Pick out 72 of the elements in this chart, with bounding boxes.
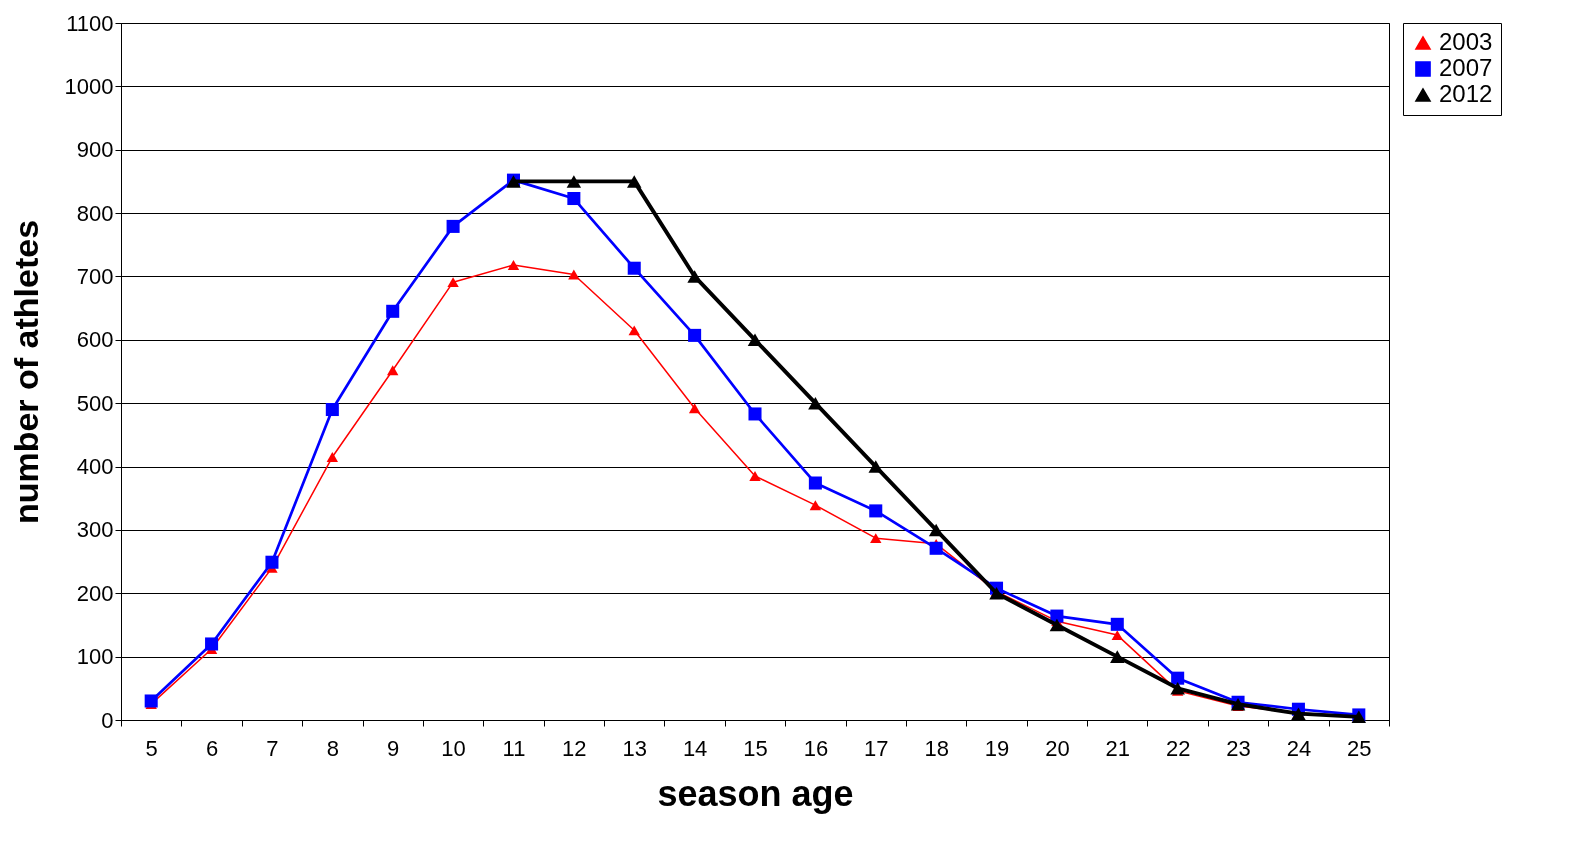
x-tick-label: 10 bbox=[441, 735, 466, 761]
point bbox=[326, 452, 339, 462]
x-tick-label: 14 bbox=[682, 735, 708, 761]
legend-label: 2003 bbox=[1439, 28, 1493, 55]
point bbox=[507, 260, 520, 270]
y-tick-label: 1100 bbox=[66, 10, 114, 36]
point bbox=[627, 261, 641, 275]
point bbox=[688, 403, 701, 414]
point bbox=[1049, 618, 1065, 632]
y-tick-label: 500 bbox=[76, 390, 114, 416]
y-tick-label: 800 bbox=[76, 200, 114, 226]
x-tick-label: 13 bbox=[622, 735, 647, 761]
point bbox=[869, 504, 883, 518]
legend-label: 2007 bbox=[1439, 54, 1493, 81]
point bbox=[1111, 630, 1123, 641]
point bbox=[747, 333, 763, 347]
x-tick-label: 24 bbox=[1286, 735, 1312, 761]
x-tick-label: 7 bbox=[266, 735, 279, 761]
point bbox=[809, 500, 822, 511]
point bbox=[325, 403, 339, 417]
x-tick-label: 17 bbox=[864, 735, 889, 761]
y-tick-label: 300 bbox=[76, 517, 114, 543]
point bbox=[628, 325, 640, 336]
point bbox=[928, 523, 944, 537]
y-tick-label: 600 bbox=[76, 327, 114, 353]
point bbox=[870, 533, 882, 544]
x-axis-title: season age bbox=[657, 772, 854, 814]
y-tick-label: 900 bbox=[76, 137, 114, 163]
x-tick-label: 20 bbox=[1045, 735, 1070, 761]
y-tick-label: 200 bbox=[76, 580, 114, 606]
x-tick-label: 21 bbox=[1105, 735, 1131, 761]
x-tick-label: 6 bbox=[205, 735, 219, 761]
point bbox=[446, 219, 460, 233]
point bbox=[566, 175, 582, 188]
point bbox=[1171, 671, 1185, 685]
point bbox=[1110, 617, 1124, 631]
point bbox=[687, 270, 702, 283]
x-tick-label: 18 bbox=[924, 735, 949, 761]
point bbox=[144, 694, 158, 708]
point bbox=[749, 471, 761, 481]
x-tick-label: 22 bbox=[1165, 735, 1191, 761]
x-tick-label: 9 bbox=[387, 735, 400, 761]
y-tick-label: 1000 bbox=[64, 73, 114, 99]
legend-label: 2012 bbox=[1439, 80, 1493, 107]
x-tick-label: 11 bbox=[502, 735, 526, 761]
point bbox=[688, 328, 702, 342]
point bbox=[929, 541, 943, 555]
point bbox=[808, 476, 822, 490]
x-tick-label: 19 bbox=[984, 735, 1010, 761]
point bbox=[748, 407, 762, 421]
y-tick-label: 700 bbox=[76, 263, 114, 289]
x-tick-label: 5 bbox=[145, 735, 158, 761]
point bbox=[808, 396, 823, 410]
point bbox=[868, 460, 884, 473]
x-tick-label: 12 bbox=[562, 735, 587, 761]
point bbox=[567, 192, 581, 206]
point bbox=[205, 637, 219, 651]
point bbox=[1110, 650, 1125, 663]
x-tick-label: 8 bbox=[326, 735, 339, 761]
point bbox=[447, 277, 459, 288]
y-tick-label: 100 bbox=[76, 644, 114, 670]
point bbox=[265, 555, 279, 569]
x-tick-label: 16 bbox=[803, 735, 829, 761]
x-tick-label: 23 bbox=[1226, 735, 1251, 761]
y-tick-label: 400 bbox=[76, 454, 114, 480]
x-tick-label: 15 bbox=[743, 735, 768, 761]
y-tick-label: 0 bbox=[101, 707, 114, 733]
point bbox=[626, 175, 642, 188]
point bbox=[387, 365, 399, 376]
y-axis-title: number of athletes bbox=[6, 219, 45, 525]
point bbox=[386, 304, 400, 318]
x-tick-label: 25 bbox=[1347, 735, 1372, 761]
